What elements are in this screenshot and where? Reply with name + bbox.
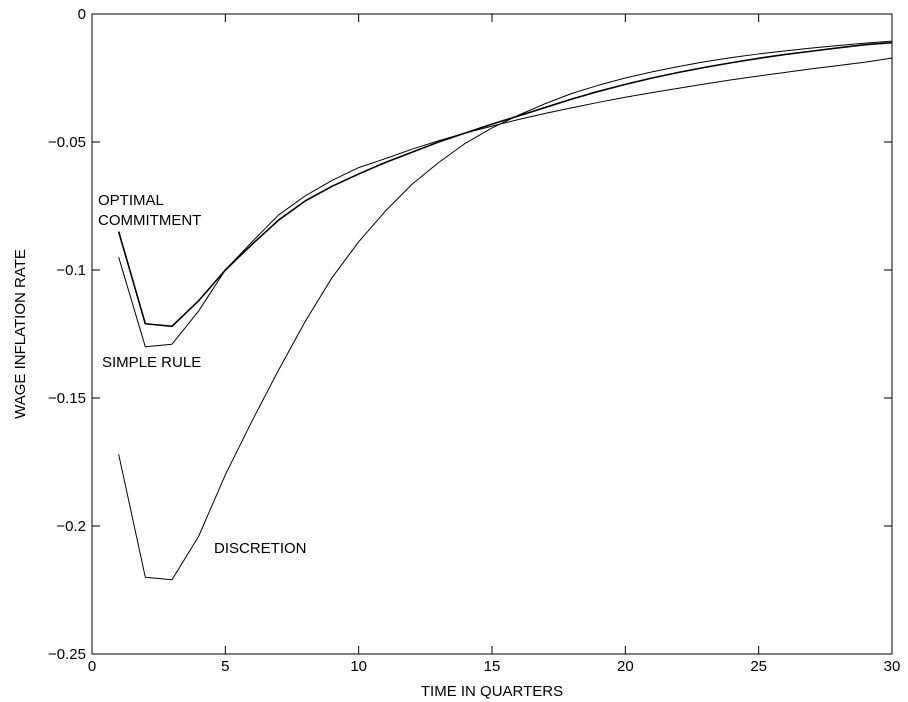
y-tick-label-2: −0.15 [48,390,86,407]
x-tick-label-1: 5 [221,658,229,675]
y-axis-label: WAGE INFLATION RATE [12,249,29,419]
x-tick-label-4: 20 [617,658,634,675]
series-line-optimal-commitment [117,41,893,328]
series-line-simple-rule [118,57,893,348]
x-tick-label-6: 30 [884,658,901,675]
plot-area [92,14,892,654]
y-tick-label-0: −0.25 [48,646,86,663]
discretion-annotation: DISCRETION [214,540,307,557]
simple-rule-annotation: SIMPLE RULE [102,354,201,371]
y-tick-label-3: −0.1 [56,262,86,279]
series-layer [117,40,893,581]
y-tick-label-4: −0.05 [48,134,86,151]
y-tick-label-1: −0.2 [56,518,86,535]
y-tick-label-5: 0 [78,6,86,23]
x-tick-label-3: 15 [484,658,501,675]
x-axis-label: TIME IN QUARTERS [421,683,563,700]
series-line-discretion [118,40,893,581]
labels-layer: TIME IN QUARTERS WAGE INFLATION RATE OPT… [12,192,563,700]
x-tick-label-5: 25 [750,658,767,675]
optimal-commitment-annotation: OPTIMAL COMMITMENT [98,192,201,229]
x-tick-label-2: 10 [350,658,367,675]
optimal-commitment-label-line-2: COMMITMENT [98,212,201,229]
ticks-layer: 0 5 10 15 20 25 30 −0.25 −0.2 −0.15 −0.1 −0.05 0 [48,6,900,675]
optimal-commitment-label-line-1: OPTIMAL [98,192,164,209]
x-tick-label-0: 0 [88,658,96,675]
